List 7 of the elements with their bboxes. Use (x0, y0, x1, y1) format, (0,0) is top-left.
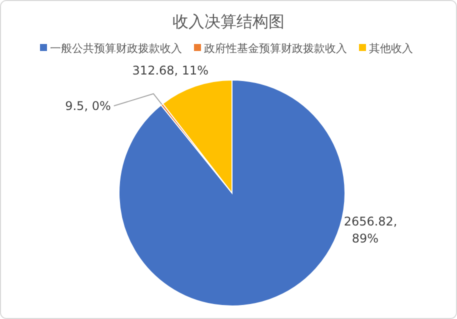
legend-label: 一般公共预算财政拨款收入 (50, 42, 182, 55)
data-label: 2656.82, 89% (344, 214, 398, 246)
data-label: 9.5, 0% (65, 98, 111, 113)
legend-label: 政府性基金预算财政拨款收入 (204, 42, 347, 55)
chart-title: 收入决算结构图 (172, 12, 284, 31)
data-label: 312.68, 11% (132, 64, 209, 78)
legend-label: 其他收入 (369, 42, 413, 55)
